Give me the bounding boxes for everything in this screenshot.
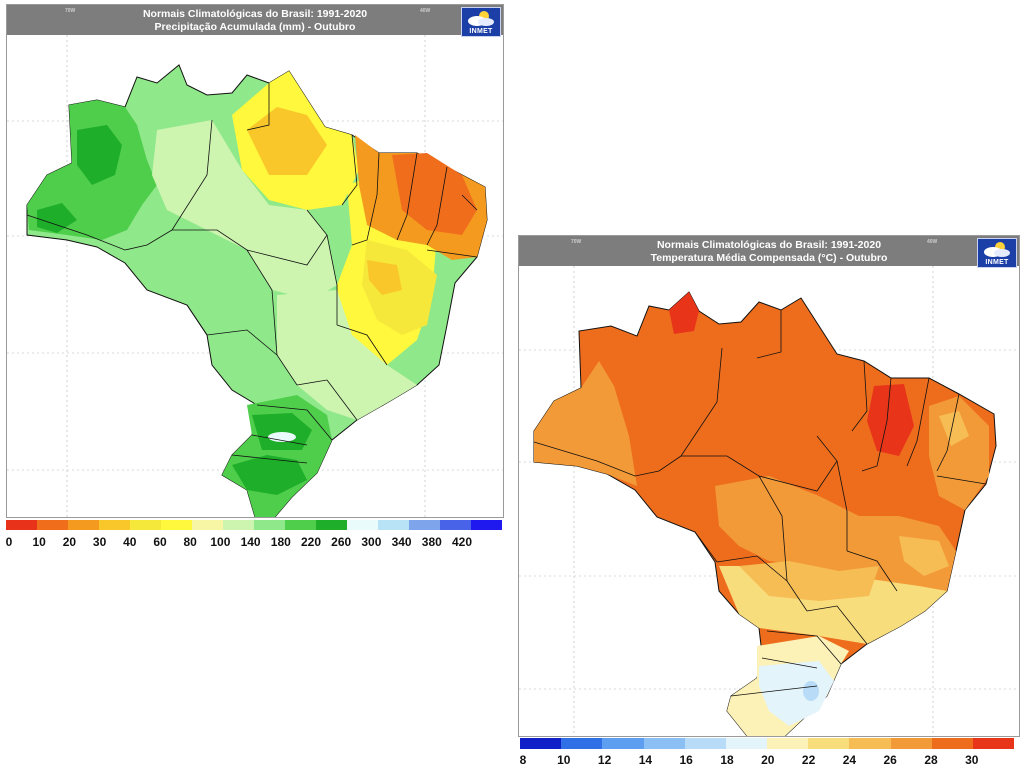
temperature-map-title: Normais Climatológicas do Brasil: 1991-2… <box>656 239 882 251</box>
precipitation-map <box>7 35 503 517</box>
colorbar-segment <box>931 738 973 749</box>
precipitation-colorbar-labels: 0 10 20 30 40 60 80 100 140 180 220 260 300 340 380 420 <box>6 535 502 551</box>
temperature-colorbar <box>520 738 1015 749</box>
lon-tick-70w: 70W <box>571 239 582 245</box>
colorbar-label: 22 <box>801 753 816 767</box>
colorbar-segment <box>725 738 768 749</box>
colorbar-label: 100 <box>210 535 231 549</box>
colorbar-label: 12 <box>597 753 612 767</box>
colorbar-label: 300 <box>361 535 382 549</box>
colorbar-segment <box>68 520 99 530</box>
inmet-logo-text: INMET <box>985 259 1009 266</box>
colorbar-segment <box>161 520 192 530</box>
temperature-map-header: Normais Climatológicas do Brasil: 1991-2… <box>519 236 1019 266</box>
colorbar-label: 10 <box>557 753 571 767</box>
colorbar-label: 18 <box>720 753 734 767</box>
colorbar-label: 20 <box>761 753 775 767</box>
colorbar-segment <box>192 520 223 530</box>
colorbar-segment <box>6 520 37 530</box>
lon-tick-40w: 40W <box>927 239 938 245</box>
precipitation-map-title: Normais Climatológicas do Brasil: 1991-2… <box>142 8 368 20</box>
precipitation-map-header: Normais Climatológicas do Brasil: 1991-2… <box>7 5 503 35</box>
colorbar-segment <box>347 520 378 530</box>
sun-cloud-icon <box>984 242 1010 257</box>
colorbar-segment <box>409 520 440 530</box>
inmet-logo-text: INMET <box>469 28 493 35</box>
inmet-logo: INMET <box>977 238 1017 268</box>
temperature-map-panel: Normais Climatológicas do Brasil: 1991-2… <box>518 235 1020 737</box>
colorbar-segment <box>972 738 1015 749</box>
colorbar-segment <box>767 738 809 749</box>
colorbar-segment <box>285 520 316 530</box>
colorbar-label: 16 <box>679 753 693 767</box>
lon-tick-70w: 70W <box>65 8 76 14</box>
colorbar-segment <box>808 738 850 749</box>
colorbar-label: 28 <box>924 753 938 767</box>
colorbar-segment <box>602 738 644 749</box>
colorbar-label: 140 <box>240 535 261 549</box>
precipitation-map-panel: Normais Climatológicas do Brasil: 1991-2… <box>6 4 504 518</box>
colorbar-segment <box>254 520 285 530</box>
temperature-map-subtitle: Temperatura Média Compensada (°C) - Outu… <box>650 252 888 264</box>
colorbar-segment <box>471 520 502 530</box>
colorbar-label: 8 <box>519 753 527 767</box>
colorbar-segment <box>561 738 603 749</box>
colorbar-segment <box>440 520 471 530</box>
precipitation-colorbar <box>6 520 502 530</box>
lon-tick-40w: 40W <box>420 8 431 14</box>
precipitation-map-subtitle: Precipitação Acumulada (mm) - Outubro <box>154 21 356 33</box>
colorbar-label: 260 <box>331 535 352 549</box>
colorbar-segment <box>643 738 685 749</box>
sun-cloud-icon <box>468 11 494 26</box>
colorbar-label: 30 <box>92 535 107 549</box>
colorbar-label: 220 <box>300 535 322 549</box>
colorbar-label: 26 <box>883 753 897 767</box>
colorbar-label: 80 <box>183 535 197 549</box>
colorbar-segment <box>316 520 347 530</box>
colorbar-segment <box>378 520 409 530</box>
colorbar-label: 14 <box>638 753 653 767</box>
temperature-map <box>519 266 1019 736</box>
colorbar-segment <box>223 520 254 530</box>
colorbar-segment <box>890 738 932 749</box>
colorbar-label: 10 <box>32 535 46 549</box>
colorbar-label: 24 <box>842 753 857 767</box>
colorbar-segment <box>130 520 161 530</box>
temperature-map-svg <box>519 266 1019 736</box>
temperature-colorbar-labels: 8 10 12 14 16 18 20 22 24 26 28 30 <box>520 753 1014 769</box>
inmet-logo: INMET <box>461 7 501 37</box>
colorbar-label: 380 <box>421 535 442 549</box>
colorbar-label: 340 <box>391 535 412 549</box>
colorbar-segment <box>684 738 726 749</box>
colorbar-segment <box>849 738 891 749</box>
colorbar-segment <box>520 738 562 749</box>
colorbar-label: 180 <box>270 535 291 549</box>
colorbar-segment <box>37 520 68 530</box>
colorbar-label: 30 <box>965 753 979 767</box>
colorbar-label: 0 <box>5 535 13 549</box>
colorbar-label: 40 <box>123 535 137 549</box>
precipitation-map-svg <box>7 35 503 517</box>
colorbar-label: 20 <box>62 535 77 549</box>
colorbar-label: 420 <box>451 535 473 549</box>
colorbar-segment <box>99 520 130 530</box>
colorbar-label: 60 <box>153 535 167 549</box>
